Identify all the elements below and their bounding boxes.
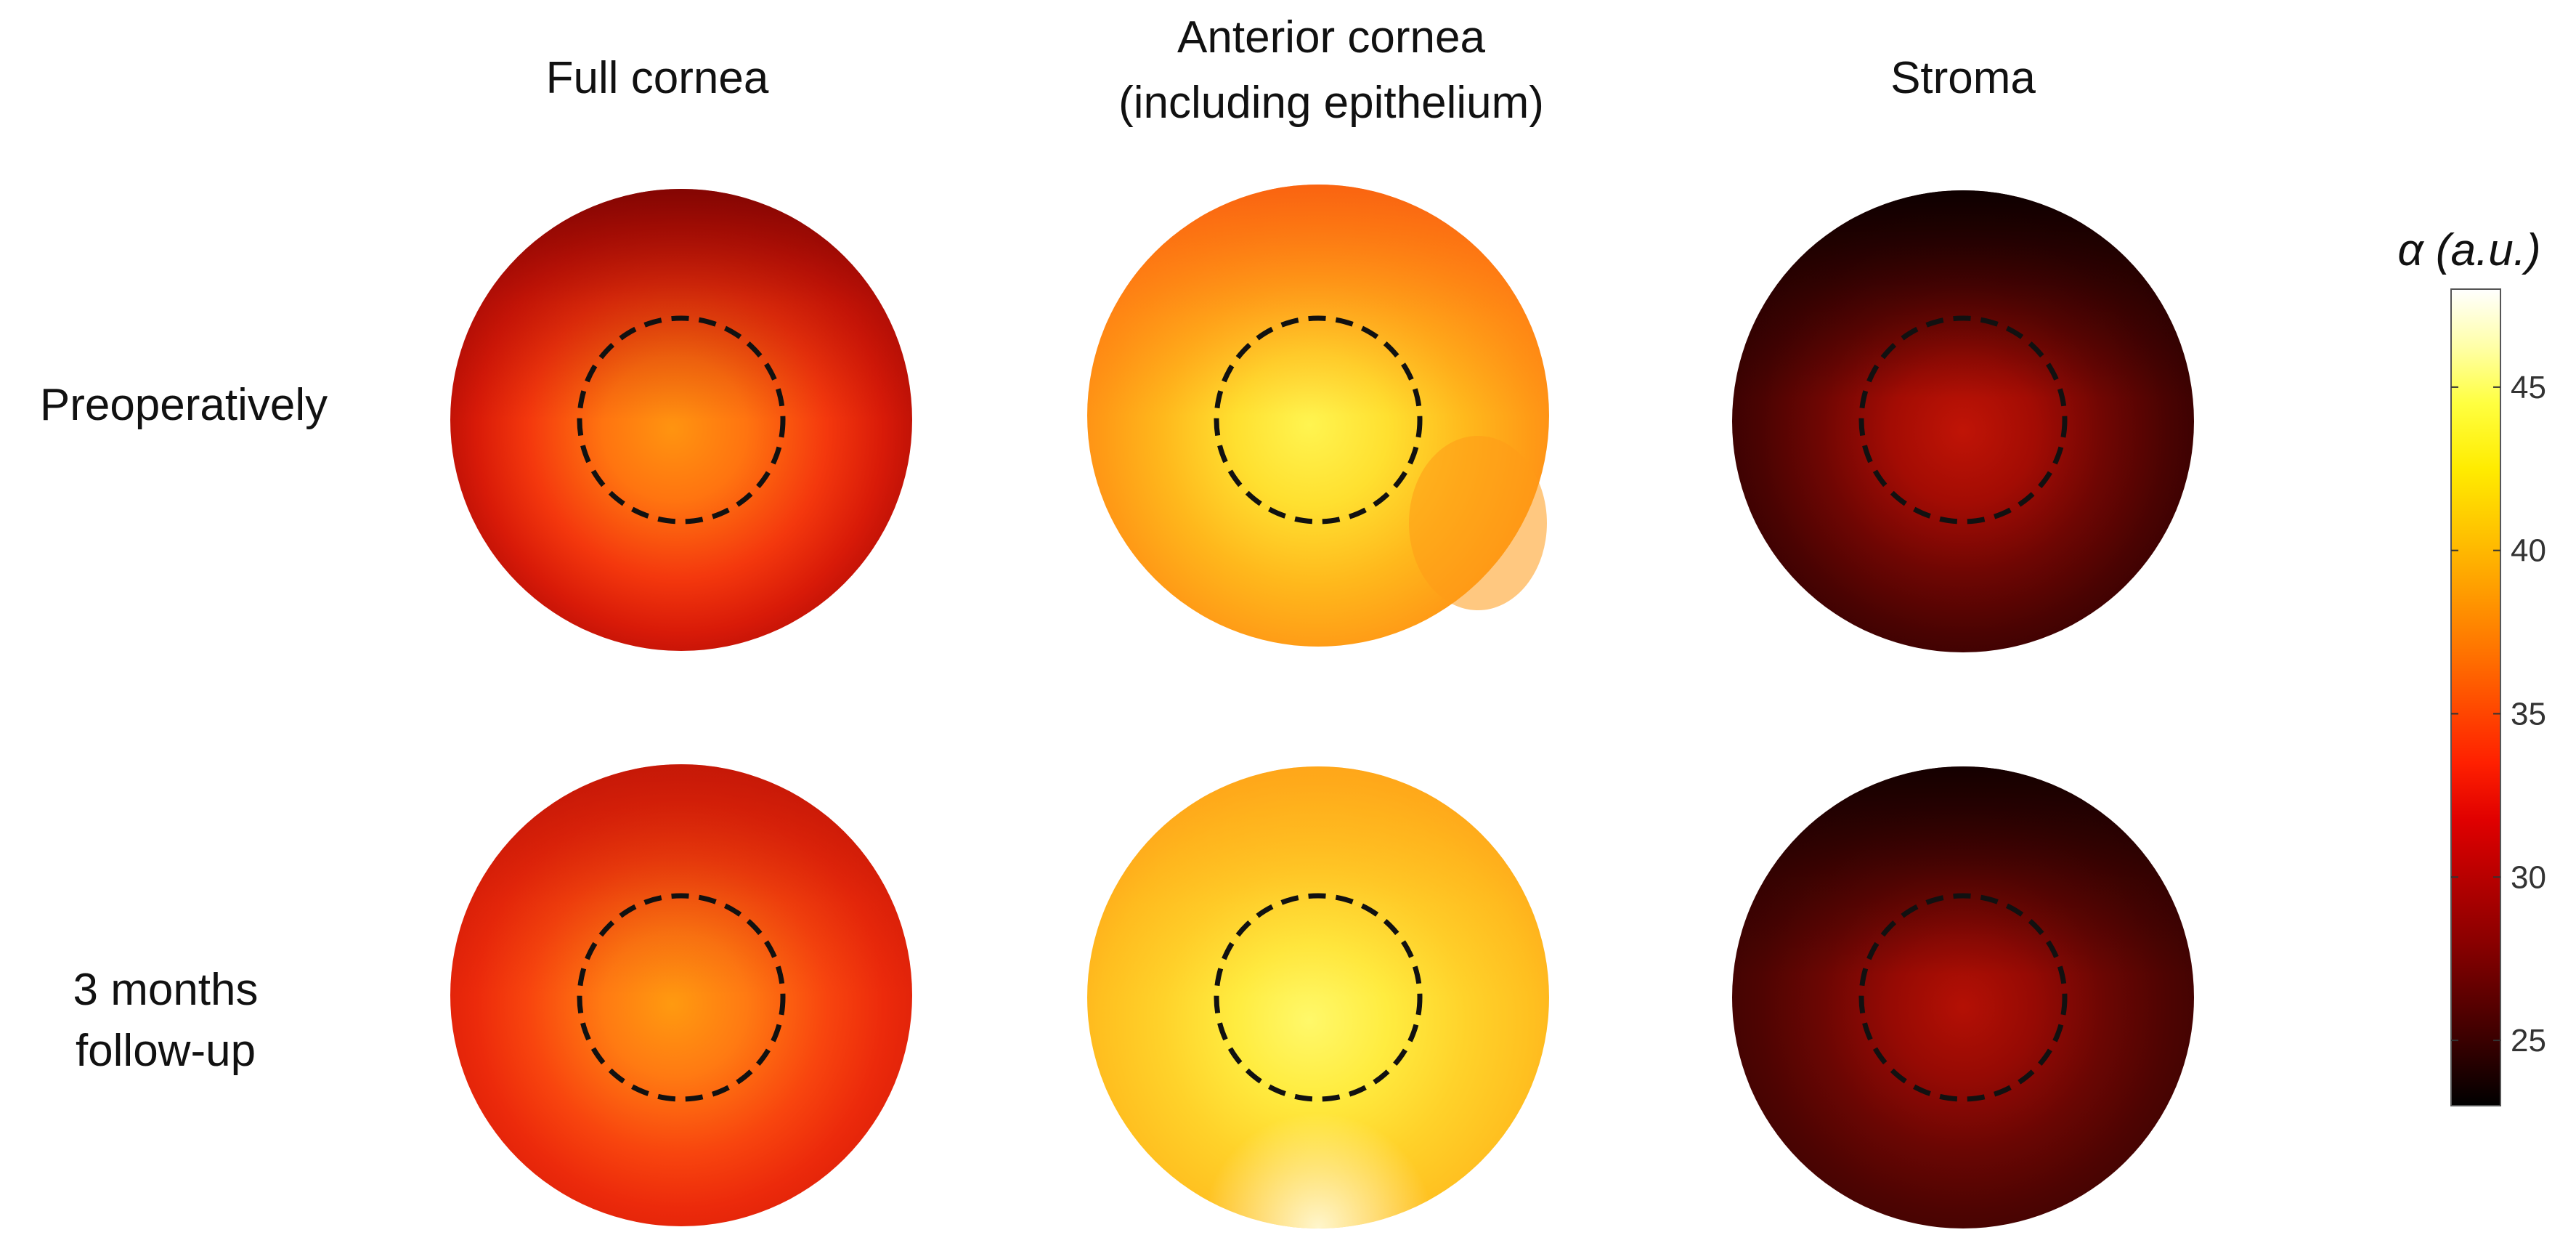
heatmap-full-cornea-preoperatively xyxy=(450,189,912,651)
row-label-follow-up-line2: follow-up xyxy=(76,1026,256,1076)
central-zone-dashed-circle xyxy=(1214,893,1423,1102)
central-zone-dashed-circle xyxy=(577,315,786,525)
central-zone-dashed-circle xyxy=(1214,315,1423,525)
column-title-stroma: Stroma xyxy=(1890,53,2036,103)
colorbar-tick-label: 35 xyxy=(2511,696,2546,732)
heatmap-stroma-follow-up xyxy=(1732,766,2194,1228)
column-title-anterior-cornea-subtitle: (including epithelium) xyxy=(1118,78,1544,128)
central-zone-dashed-circle xyxy=(1858,315,2068,525)
colorbar-tick-label: 40 xyxy=(2511,533,2546,569)
heatmap-full-cornea-follow-up xyxy=(450,764,912,1226)
row-label-follow-up-line1: 3 months xyxy=(73,965,258,1015)
colorbar-tick-label: 30 xyxy=(2511,859,2546,895)
colorbar-tick-label: 25 xyxy=(2511,1023,2546,1058)
heatmap-stroma-preoperatively xyxy=(1732,190,2194,652)
central-zone-dashed-circle xyxy=(1858,893,2068,1102)
heatmap-anterior-cornea-preoperatively xyxy=(1087,185,1549,647)
colorbar-title: α (a.u.) xyxy=(2397,225,2540,275)
column-titles: Full cornea Anterior cornea (including e… xyxy=(546,12,2036,128)
column-title-full-cornea: Full cornea xyxy=(546,53,769,103)
heatmap-anterior-cornea-follow-up xyxy=(1087,766,1549,1228)
row-labels: Preoperatively 3 months follow-up xyxy=(40,380,328,1076)
colorbar-tick-label: 45 xyxy=(2511,370,2546,405)
colorbar-gradient xyxy=(2450,288,2501,1106)
row-label-preoperatively: Preoperatively xyxy=(40,380,328,430)
central-zone-dashed-circle xyxy=(577,893,786,1102)
colorbar: α (a.u.) 25 30 35 40 45 xyxy=(2397,225,2546,1106)
column-title-anterior-cornea: Anterior cornea xyxy=(1177,12,1485,62)
colorbar-ticks: 25 30 35 40 45 xyxy=(2451,370,2546,1058)
